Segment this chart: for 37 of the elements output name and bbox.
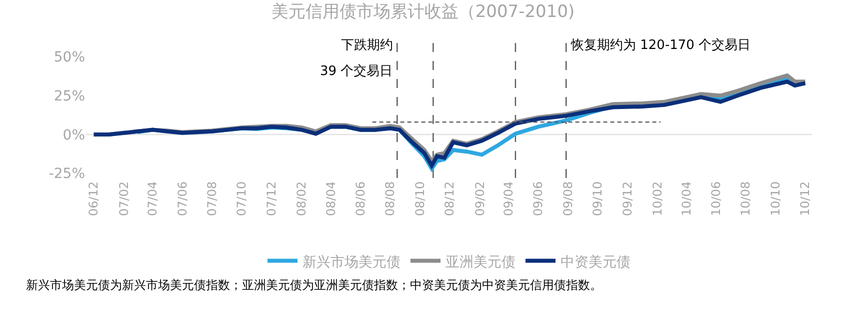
x-tick-label: 09/10 <box>590 181 605 216</box>
x-tick-label: 08/06 <box>354 181 368 216</box>
legend-label: 新兴市场美元债 <box>302 254 400 270</box>
x-tick-label: 06/12 <box>86 181 101 216</box>
y-tick-label: 0% <box>62 127 85 144</box>
x-tick-label: 10/08 <box>738 181 753 216</box>
x-tick-label: 08/02 <box>294 181 309 216</box>
y-tick-label: 50% <box>54 50 85 66</box>
annotation: 39 个交易日 <box>320 63 393 79</box>
x-tick-label: 07/04 <box>146 181 160 216</box>
x-tick-label: 08/04 <box>324 181 338 216</box>
x-tick-label: 10/06 <box>708 181 723 216</box>
x-tick-label: 10/04 <box>679 181 694 216</box>
x-tick-label: 07/02 <box>116 181 131 216</box>
annotation: 恢复期约为 120-170 个交易日 <box>570 37 751 53</box>
chart-title: 美元信用债市场累计收益（2007-2010) <box>271 2 575 22</box>
x-tick-label: 08/12 <box>442 181 457 216</box>
x-tick-label: 09/02 <box>472 181 487 216</box>
legend-label: 中资美元债 <box>560 254 630 270</box>
text: 新兴市场美元债为新兴市场美元债指数；亚洲美元债为亚洲美元债指数；中资美元债为中资美元信用债指数。 <box>26 278 602 292</box>
x-tick-label: 08/10 <box>412 181 427 216</box>
x-tick-label: 09/08 <box>560 181 575 216</box>
annotation: 下跌期约 <box>341 38 393 53</box>
x-tick-label: 10/10 <box>768 181 782 216</box>
legend-label: 亚洲美元债 <box>446 254 516 270</box>
x-tick-label: 09/04 <box>502 181 516 216</box>
x-tick-label: 09/12 <box>620 181 634 216</box>
x-tick-label: 07/06 <box>175 181 190 216</box>
x-tick-label: 08/08 <box>383 181 398 216</box>
y-tick-label: -25% <box>48 166 85 182</box>
y-tick-label: 25% <box>54 88 85 105</box>
x-tick-label: 10/02 <box>650 181 665 216</box>
x-tick-label: 07/12 <box>264 181 278 216</box>
x-tick-label: 09/06 <box>531 181 546 216</box>
x-tick-label: 07/10 <box>234 181 249 216</box>
x-tick-label: 10/12 <box>798 181 812 216</box>
x-tick-label: 07/08 <box>205 181 220 216</box>
